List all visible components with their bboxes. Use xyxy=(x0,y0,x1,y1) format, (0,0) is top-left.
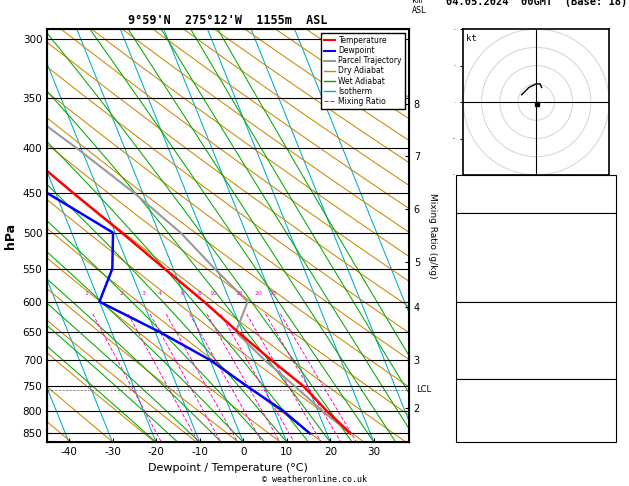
Text: Pressure (mb): Pressure (mb) xyxy=(461,317,536,326)
Text: CIN (J): CIN (J) xyxy=(461,292,501,300)
Y-axis label: Mixing Ratio (g/kg): Mixing Ratio (g/kg) xyxy=(428,193,437,278)
Text: 8: 8 xyxy=(198,291,202,296)
Text: CIN (J): CIN (J) xyxy=(461,368,501,377)
Text: 21: 21 xyxy=(602,368,613,377)
Text: km
ASL: km ASL xyxy=(412,0,427,15)
Text: EH: EH xyxy=(461,393,472,402)
Text: 3: 3 xyxy=(608,432,613,440)
Text: Lifted Index: Lifted Index xyxy=(461,266,530,275)
Title: 9°59'N  275°12'W  1155m  ASL: 9°59'N 275°12'W 1155m ASL xyxy=(128,14,328,27)
Text: PW (cm): PW (cm) xyxy=(461,202,501,211)
Text: StmSpd (kt): StmSpd (kt) xyxy=(461,432,525,440)
Text: 20: 20 xyxy=(254,291,262,296)
Text: 2: 2 xyxy=(120,291,123,296)
Text: θₑ(K): θₑ(K) xyxy=(461,253,490,262)
X-axis label: Dewpoint / Temperature (°C): Dewpoint / Temperature (°C) xyxy=(148,463,308,473)
Text: © weatheronline.co.uk: © weatheronline.co.uk xyxy=(262,474,367,484)
Text: 10: 10 xyxy=(210,291,218,296)
Text: CAPE (J): CAPE (J) xyxy=(461,355,507,364)
Text: 2.58: 2.58 xyxy=(590,202,613,211)
Text: 04.05.2024  00GMT  (Base: 18): 04.05.2024 00GMT (Base: 18) xyxy=(445,0,627,7)
Text: 41: 41 xyxy=(602,190,613,199)
Text: 29: 29 xyxy=(602,177,613,186)
Text: 348: 348 xyxy=(596,330,613,339)
Text: SREH: SREH xyxy=(461,406,484,415)
Text: K: K xyxy=(461,177,467,186)
Text: StmDir: StmDir xyxy=(461,418,496,428)
Text: θₑ (K): θₑ (K) xyxy=(461,330,496,339)
Text: 4: 4 xyxy=(157,291,161,296)
Text: kt: kt xyxy=(466,34,477,43)
Text: -1: -1 xyxy=(602,393,613,402)
Text: 9°: 9° xyxy=(602,418,613,428)
Text: Temp (°C): Temp (°C) xyxy=(461,228,513,237)
Text: Dewp (°C): Dewp (°C) xyxy=(461,241,513,249)
Legend: Temperature, Dewpoint, Parcel Trajectory, Dry Adiabat, Wet Adiabat, Isotherm, Mi: Temperature, Dewpoint, Parcel Trajectory… xyxy=(321,33,405,109)
Text: 25.4: 25.4 xyxy=(590,228,613,237)
Text: 1: 1 xyxy=(608,406,613,415)
Text: Lifted Index: Lifted Index xyxy=(461,342,530,351)
Text: 348: 348 xyxy=(596,253,613,262)
Y-axis label: hPa: hPa xyxy=(4,223,17,249)
Text: 15: 15 xyxy=(235,291,243,296)
Text: Hodograph: Hodograph xyxy=(510,381,562,389)
Text: LCL: LCL xyxy=(416,385,431,394)
Text: 1: 1 xyxy=(84,291,88,296)
Text: 6: 6 xyxy=(181,291,185,296)
Text: Totals Totals: Totals Totals xyxy=(461,190,536,199)
Text: -0: -0 xyxy=(602,266,613,275)
Text: -0: -0 xyxy=(602,342,613,351)
Text: 16.1: 16.1 xyxy=(590,241,613,249)
Text: 115: 115 xyxy=(596,355,613,364)
Text: Most Unstable: Most Unstable xyxy=(499,304,574,313)
Text: CAPE (J): CAPE (J) xyxy=(461,278,507,288)
Text: 887: 887 xyxy=(596,317,613,326)
Text: 3: 3 xyxy=(142,291,145,296)
Text: 25: 25 xyxy=(269,291,277,296)
Text: 21: 21 xyxy=(602,292,613,300)
Text: 115: 115 xyxy=(596,278,613,288)
Text: Surface: Surface xyxy=(516,215,556,224)
